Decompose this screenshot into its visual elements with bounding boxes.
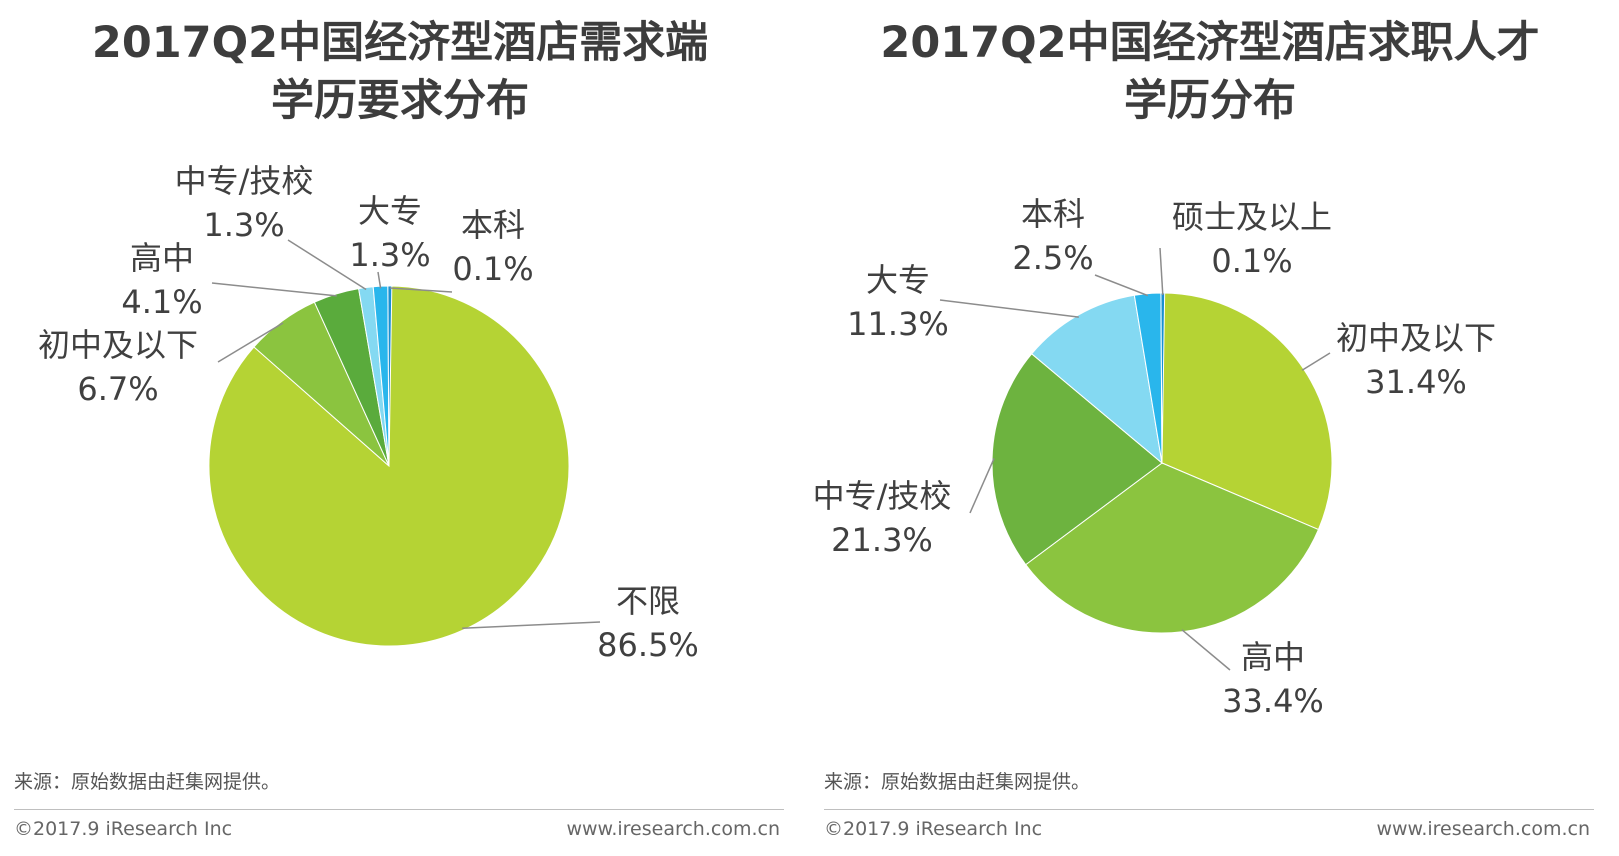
pie-slice-中专-技校 xyxy=(991,353,1163,566)
slice-value-label: 1.3% xyxy=(203,206,284,244)
chart-panel-jobseekers: 2017Q2中国经济型酒店求职人才 学历分布 初中及以下 31.4% 高中 33.4%… xyxy=(810,0,1610,856)
slice-category-label: 初中及以下 xyxy=(38,326,198,364)
chart-title-line-1: 2017Q2中国经济型酒店求职人才 xyxy=(880,18,1540,68)
slice-value-label: 6.7% xyxy=(77,370,158,408)
slice-value-label: 21.3% xyxy=(831,521,933,559)
website-link[interactable]: www.iresearch.com.cn xyxy=(1376,818,1590,840)
leader-line xyxy=(462,621,601,629)
website-link[interactable]: www.iresearch.com.cn xyxy=(566,818,780,840)
pie-slices xyxy=(991,292,1333,634)
leader-line xyxy=(1301,352,1331,371)
chart-title-line-2: 学历要求分布 xyxy=(271,76,529,126)
leader-line xyxy=(287,239,367,291)
slice-category-label: 中专/技校 xyxy=(175,162,314,200)
leader-line xyxy=(1094,274,1149,297)
source-note: 来源：原始数据由赶集网提供。 xyxy=(14,771,281,793)
footer-divider xyxy=(824,809,1594,810)
copyright-text: ©2017.9 iResearch Inc xyxy=(824,818,1043,840)
slice-category-label: 大专 xyxy=(358,192,422,230)
slice-value-label: 1.3% xyxy=(349,236,430,274)
slice-category-label: 高中 xyxy=(1241,638,1305,676)
slice-labels: 初中及以下 31.4% 高中 33.4% 中专/技校 21.3% 大专 11.3% 本科 2.5%… xyxy=(813,195,1496,720)
source-note: 来源：原始数据由赶集网提供。 xyxy=(824,771,1091,793)
pie-slice-本科 xyxy=(387,285,393,467)
chart-panel-demand: 2017Q2中国经济型酒店需求端 学历要求分布 不限 86.5% 初中及以下 6.7%… xyxy=(0,0,800,856)
pie-chart-jobseekers: 初中及以下 31.4% 高中 33.4% 中专/技校 21.3% 大专 11.3% 本科 2.5%… xyxy=(813,195,1496,720)
leader-line xyxy=(939,299,1079,318)
slice-value-label: 0.1% xyxy=(1211,242,1292,280)
slice-category-label: 初中及以下 xyxy=(1336,319,1496,357)
slice-category-label: 不限 xyxy=(616,582,680,620)
slice-category-label: 本科 xyxy=(1021,195,1085,233)
slice-value-label: 4.1% xyxy=(121,283,202,321)
chart-title-line-1: 2017Q2中国经济型酒店需求端 xyxy=(91,18,709,68)
slice-value-label: 2.5% xyxy=(1012,239,1093,277)
slice-category-label: 硕士及以上 xyxy=(1172,198,1332,236)
chart-title: 2017Q2中国经济型酒店求职人才 学历分布 xyxy=(810,14,1610,130)
leader-line xyxy=(389,287,453,293)
leader-line xyxy=(377,271,382,289)
slice-category-label: 本科 xyxy=(461,206,525,244)
leader-line xyxy=(217,322,284,363)
slice-value-label: 0.1% xyxy=(452,250,533,288)
slice-labels: 不限 86.5% 初中及以下 6.7% 高中 4.1% 中专/技校 1.3% 大专 1.3% 本科 0… xyxy=(38,162,699,664)
leader-line xyxy=(969,457,995,514)
pie-slice-大专 xyxy=(1030,294,1163,465)
chart-title-line-2: 学历分布 xyxy=(1124,76,1296,126)
leader-lines xyxy=(211,239,601,629)
copyright-text: ©2017.9 iResearch Inc xyxy=(14,818,233,840)
slice-value-label: 31.4% xyxy=(1365,363,1467,401)
slice-category-label: 高中 xyxy=(130,239,194,277)
slice-category-label: 中专/技校 xyxy=(813,477,952,515)
leader-line xyxy=(1159,247,1164,296)
leader-line xyxy=(1181,629,1231,671)
leader-line xyxy=(211,282,337,297)
leader-lines xyxy=(939,247,1331,671)
pie-slices xyxy=(208,285,570,647)
pie-slice-高中 xyxy=(1025,462,1320,634)
slice-value-label: 86.5% xyxy=(597,626,699,664)
slice-category-label: 大专 xyxy=(866,261,930,299)
slice-value-label: 33.4% xyxy=(1222,682,1324,720)
slice-value-label: 11.3% xyxy=(847,305,949,343)
chart-title: 2017Q2中国经济型酒店需求端 学历要求分布 xyxy=(0,14,800,130)
pie-chart-demand: 不限 86.5% 初中及以下 6.7% 高中 4.1% 中专/技校 1.3% 大专 1.3% 本科 0… xyxy=(38,162,699,664)
footer-divider xyxy=(14,809,784,810)
